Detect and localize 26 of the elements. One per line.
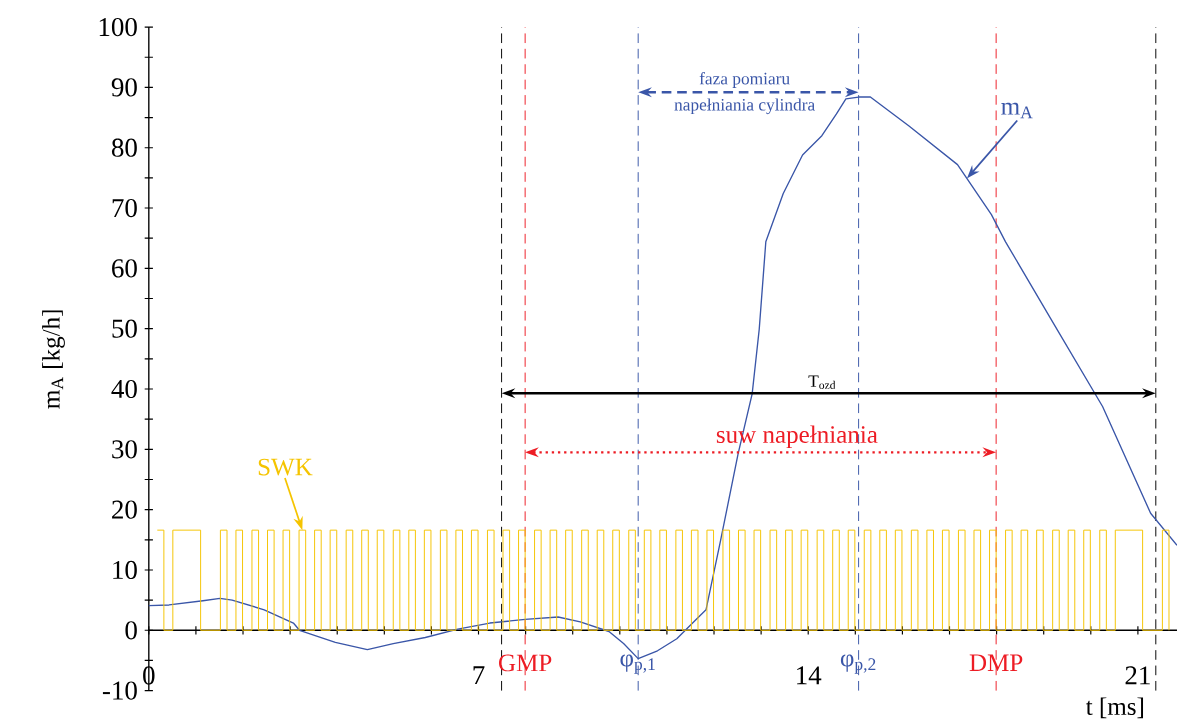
ref-line-label: φ$_{p,1}$ [620, 654, 655, 674]
x-tick-label: 7 [473, 666, 485, 685]
ref-line-label: GMP [499, 654, 552, 672]
x-tick-label: 14 [797, 666, 822, 685]
x-tick-label: 21 [1125, 666, 1150, 685]
y-tick-label: 70 [112, 199, 137, 218]
ref-line-label: DMP [969, 654, 1023, 672]
ref-line-label: φ$_{p,2}$ [840, 654, 876, 674]
y-tick-label: 80 [111, 138, 137, 158]
y-axis-title: m$_{A}$ [kg/h] [42, 310, 65, 409]
annotation: napełniania cylindra [674, 98, 815, 115]
y-tick-label: 0 [125, 621, 137, 640]
y-tick-label: 100 [99, 18, 137, 37]
y-tick-label: 20 [112, 500, 137, 519]
y-tick-label: 10 [113, 561, 137, 580]
y-tick-label: 60 [112, 259, 137, 278]
y-tick-label: 40 [111, 380, 137, 399]
y-tick-label: 90 [111, 78, 137, 97]
annotation: T$_{ozd}$ [808, 375, 836, 390]
annotation: m$_{A}$ [1001, 102, 1033, 119]
annotation: SWK [258, 458, 313, 476]
y-tick-label: 30 [112, 440, 137, 459]
x-axis-title: t [ms] [1085, 697, 1144, 719]
y-tick-label: 50 [112, 319, 137, 338]
y-tick-label: -10 [102, 681, 137, 700]
annotation: faza pomiaru [699, 72, 790, 89]
